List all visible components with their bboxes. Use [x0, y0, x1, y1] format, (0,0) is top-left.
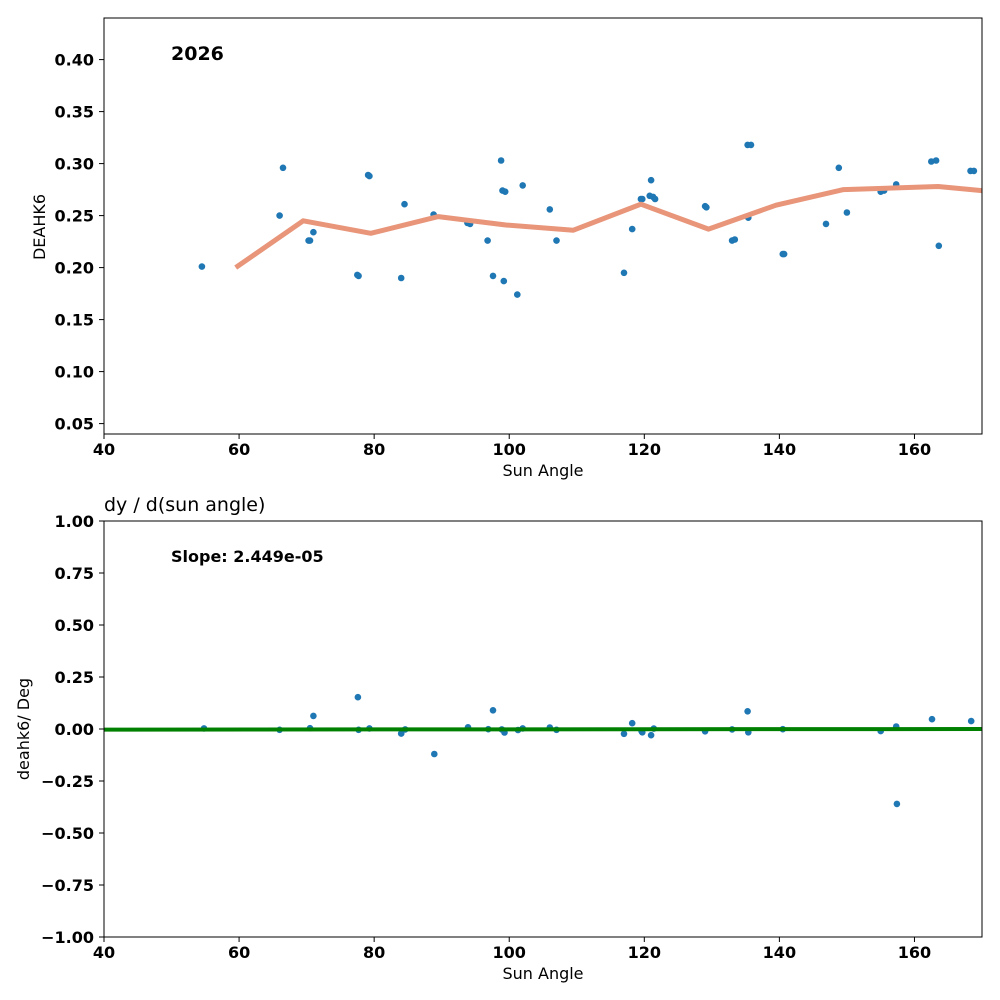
chart-top-point-41	[780, 250, 788, 258]
chart-top-point-21	[514, 291, 521, 298]
chart-bottom-point-4	[354, 693, 362, 701]
chart-top-x-tick-label-6: 160	[898, 440, 931, 459]
chart-top-point-44	[843, 209, 851, 216]
chart-bottom-point-7	[397, 730, 405, 737]
chart-bottom-y-tick-label-0: −1.00	[41, 928, 94, 947]
chart-top-point-22	[519, 182, 526, 189]
chart-bottom-x-tick-label-4: 120	[628, 943, 661, 962]
chart-top-point-23	[546, 206, 554, 213]
chart-bottom-y-tick-label-8: 1.00	[55, 512, 94, 531]
chart-top-point-42	[822, 220, 830, 228]
chart-bottom-point-32	[893, 800, 901, 808]
chart-bottom-y-tick-label-1: −0.75	[41, 876, 94, 895]
chart-bottom-y-tick-label-2: −0.50	[41, 824, 94, 843]
chart-top-y-tick-label-1: 0.10	[55, 363, 94, 382]
chart-bottom-x-tick-label-2: 80	[363, 943, 385, 962]
chart-top-point-15	[484, 237, 491, 244]
chart-top-point-16	[489, 272, 497, 280]
chart-top-point-10	[397, 274, 405, 282]
chart-bottom-x-tick-label-5: 140	[763, 943, 796, 962]
chart-top-point-24	[553, 237, 560, 244]
chart-top-y-tick-label-6: 0.35	[55, 103, 94, 122]
chart-top-point-36	[731, 236, 739, 243]
chart-top-point-32	[651, 195, 659, 203]
chart-top-y-label: DEAHK6	[30, 194, 49, 260]
chart-top-point-17	[497, 157, 505, 164]
chart-top-point-30	[647, 176, 655, 184]
chart-bottom-x-tick-label-6: 160	[898, 943, 931, 962]
chart-top-annotation: 2026	[171, 43, 224, 65]
chart-top-x-label: Sun Angle	[502, 461, 583, 480]
chart-top-point-34	[703, 204, 710, 211]
chart-top-y-tick-label-7: 0.40	[55, 51, 94, 70]
chart-top-point-19	[501, 188, 509, 195]
chart-bottom-y-label: deahk6/ Deg	[14, 678, 33, 780]
chart-top-x-axis: 40 60 80 100 120 140 160	[93, 434, 931, 459]
chart-bottom-point-12	[489, 707, 497, 714]
chart-top-point-25	[620, 269, 628, 277]
chart-bottom-x-label: Sun Angle	[502, 964, 583, 983]
chart-top-point-38	[747, 141, 755, 149]
chart-top-point-7	[355, 272, 362, 280]
chart-top-x-tick-label-1: 60	[228, 440, 250, 459]
chart-top-x-tick-label-0: 40	[93, 440, 115, 459]
chart-bottom-marks	[104, 693, 982, 808]
chart-bottom-point-3	[310, 712, 317, 720]
chart-bottom-point-20	[628, 719, 636, 727]
chart-top: 40 60 80 100 120 140 160 0.050.100.150.200.250…	[30, 17, 983, 480]
chart-bottom-point-23	[647, 731, 655, 739]
chart-bottom-point-9	[431, 750, 438, 758]
chart-top-x-tick-label-3: 100	[493, 440, 526, 459]
chart-bottom-y-tick-label-3: −0.25	[41, 772, 94, 791]
chart-top-point-2	[279, 164, 287, 172]
chart-top-point-11	[401, 200, 408, 208]
chart-bottom-annotation: Slope: 2.449e-05	[171, 547, 324, 566]
chart-bottom-y-tick-label-6: 0.50	[55, 616, 94, 635]
chart-top-point-26	[628, 225, 636, 233]
chart-bottom-point-33	[928, 715, 936, 723]
chart-top-y-tick-label-3: 0.20	[55, 259, 94, 278]
chart-bottom-x-tick-label-1: 60	[228, 943, 250, 962]
chart-top-point-9	[366, 172, 373, 180]
chart-top-point-5	[310, 228, 317, 236]
chart-top-point-49	[932, 157, 940, 164]
chart-top-point-50	[935, 242, 943, 250]
chart-bottom-y-tick-label-7: 0.75	[55, 564, 94, 583]
chart-bottom-x-axis: 40 60 80 100 120 140 160	[93, 937, 931, 962]
chart-bottom-x-tick-label-3: 100	[493, 943, 526, 962]
chart-top-point-20	[500, 277, 508, 285]
chart-top-x-tick-label-4: 120	[628, 440, 661, 459]
chart-bottom-point-19	[620, 730, 628, 738]
chart-bottom-y-axis: −1.00 −0.75 −0.50 −0.25 0.00 0.25 0.50 0.75 1.00	[41, 512, 104, 947]
chart-bottom-trend-line	[104, 727, 982, 732]
chart-top-y-tick-label-2: 0.15	[55, 311, 94, 330]
chart-top-y-tick-label-5: 0.30	[55, 155, 94, 174]
chart-top-point-4	[306, 237, 314, 244]
chart-bottom-point-34	[967, 717, 975, 725]
chart-top-frame	[103, 17, 983, 435]
chart-top-y-tick-label-4: 0.25	[55, 207, 94, 226]
chart-bottom: 40 60 80 100 120 140 160 −1.00 −0.75 −0.50 −0.25 0…	[14, 494, 983, 983]
chart-top-x-tick-label-5: 140	[763, 440, 796, 459]
chart-top-point-1	[276, 212, 283, 219]
chart-top-trend-line	[234, 184, 982, 270]
chart-top-point-43	[835, 164, 843, 172]
chart-bottom-x-tick-label-0: 40	[93, 943, 115, 962]
chart-top-point-52	[970, 167, 978, 175]
chart-top-point-0	[198, 263, 206, 270]
chart-bottom-y-tick-label-5: 0.25	[55, 668, 94, 687]
chart-bottom-title: dy / d(sun angle)	[104, 494, 265, 516]
chart-top-y-axis: 0.05 0.10 0.15 0.20 0.25 0.30 0.35 0.40	[55, 51, 104, 434]
chart-bottom-y-tick-label-4: 0.00	[55, 720, 94, 739]
chart-top-x-tick-label-2: 80	[363, 440, 385, 459]
chart-bottom-point-27	[744, 708, 751, 715]
chart-top-point-28	[639, 195, 646, 203]
chart-top-marks	[198, 141, 982, 298]
chart-top-y-tick-label-0: 0.05	[55, 415, 94, 434]
